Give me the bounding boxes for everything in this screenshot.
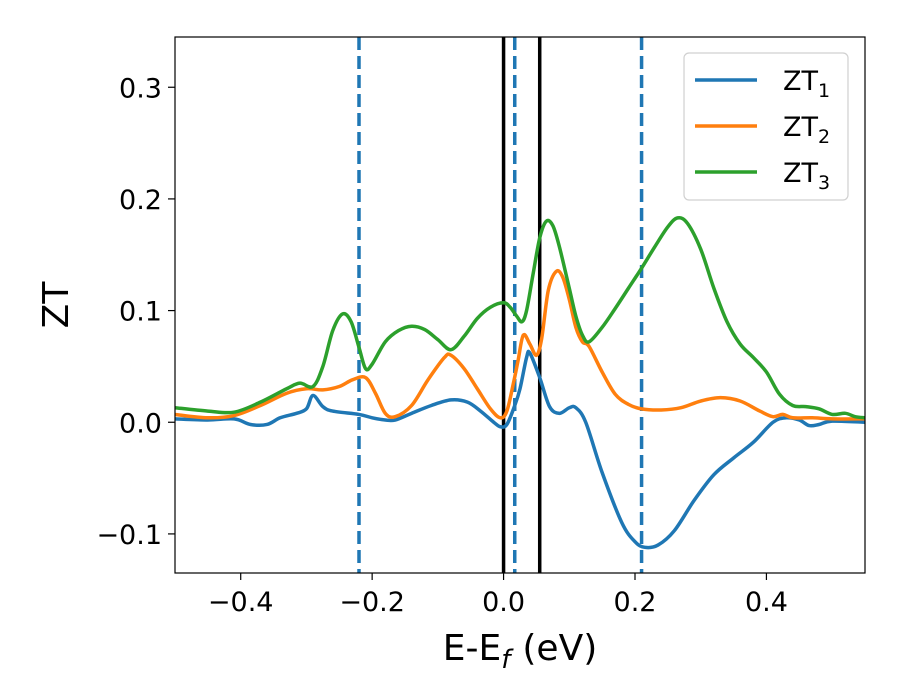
legend-label-zt3-main: ZT bbox=[783, 158, 818, 189]
legend-label-zt1-sub: 1 bbox=[818, 80, 830, 102]
series-lines bbox=[175, 216, 865, 550]
legend-label-zt2: ZT2 bbox=[783, 112, 830, 148]
x-tick-label: −0.4 bbox=[208, 587, 274, 618]
legend-label-zt3: ZT3 bbox=[783, 158, 830, 194]
x-tick-label: 0.0 bbox=[482, 587, 525, 618]
legend-box bbox=[683, 52, 849, 201]
legend-label-zt1-main: ZT bbox=[783, 66, 818, 97]
plot-frame bbox=[174, 36, 866, 574]
x-tick-label: 0.4 bbox=[745, 587, 788, 618]
series-line-zt1 bbox=[175, 349, 865, 550]
legend: ZT1 ZT2 ZT3 bbox=[683, 52, 849, 201]
y-axis-label: ZT bbox=[36, 281, 77, 329]
x-axis-label-unit: (eV) bbox=[522, 628, 597, 669]
series-line-zt3 bbox=[175, 216, 865, 420]
x-tick-label: 0.2 bbox=[614, 587, 657, 618]
y-tick-label: 0.1 bbox=[119, 297, 162, 328]
series-line-zt2 bbox=[175, 269, 865, 421]
legend-label-zt2-main: ZT bbox=[783, 112, 818, 143]
y-tick-label: 0.2 bbox=[119, 185, 162, 216]
x-axis-label: E-Ef (eV) bbox=[443, 628, 598, 675]
legend-label-zt3-sub: 3 bbox=[818, 172, 830, 194]
legend-label-zt1: ZT1 bbox=[783, 66, 830, 102]
x-axis-ticks: −0.4 −0.2 0.0 0.2 0.4 bbox=[208, 573, 788, 618]
legend-label-zt2-sub: 2 bbox=[818, 126, 830, 148]
x-axis-label-main: E-E bbox=[443, 628, 501, 669]
y-axis-ticks: −0.1 0.0 0.1 0.2 0.3 bbox=[96, 73, 175, 551]
y-tick-label: 0.0 bbox=[119, 408, 162, 439]
y-tick-label: 0.3 bbox=[119, 73, 162, 104]
y-tick-label: −0.1 bbox=[96, 520, 162, 551]
vertical-reference-lines bbox=[357, 37, 644, 573]
x-tick-label: −0.2 bbox=[339, 587, 405, 618]
